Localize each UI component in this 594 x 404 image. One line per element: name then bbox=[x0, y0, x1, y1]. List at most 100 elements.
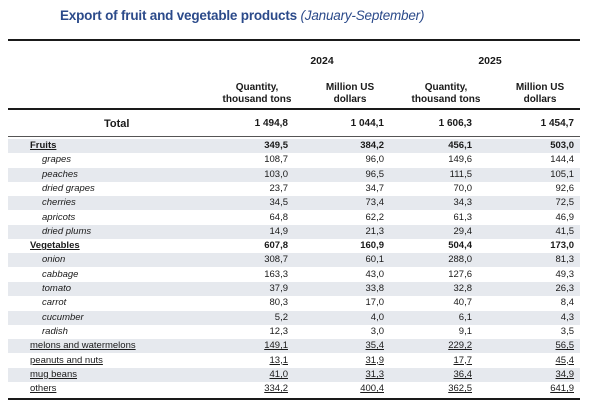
cell-usd-2024: 43,0 bbox=[365, 268, 385, 280]
table-row: melons and watermelons 149,1 35,4 229,2 56,5 bbox=[8, 339, 580, 354]
cell-quantity-2025: 29,4 bbox=[453, 225, 473, 237]
cell-quantity-2025: 34,3 bbox=[453, 197, 473, 209]
cell-quantity-2025: 61,3 bbox=[453, 211, 473, 223]
row-label: cherries bbox=[42, 197, 76, 209]
row-label: radish bbox=[42, 325, 68, 337]
cell-usd-2024: 3,0 bbox=[370, 325, 384, 337]
cell-usd-2024: 384,2 bbox=[360, 140, 384, 151]
column-header-quantity-2024: Quantity, thousand tons bbox=[212, 82, 302, 106]
cell-usd-2025: 503,0 bbox=[550, 140, 574, 151]
cell-usd-2024: 60,1 bbox=[365, 254, 385, 266]
cell-quantity-2024: 308,7 bbox=[264, 254, 288, 266]
table-row: grapes 108,7 96,0 149,6 144,4 bbox=[8, 153, 580, 167]
column-header-line: Million US bbox=[515, 82, 565, 93]
table-row: cucumber 5,2 4,0 6,1 4,3 bbox=[8, 310, 580, 325]
cell-quantity-2025: 6,1 bbox=[458, 311, 472, 323]
table-row: peaches 103,0 96,5 111,5 105,1 bbox=[8, 167, 580, 182]
bottom-rule bbox=[8, 398, 580, 400]
table-row: others 334,2 400,4 362,5 641,9 bbox=[8, 382, 580, 396]
row-label: melons and watermelons bbox=[30, 340, 136, 352]
row-label: peanuts and nuts bbox=[30, 354, 103, 366]
cell-quantity-2025: 40,7 bbox=[453, 297, 473, 309]
total-label: Total bbox=[104, 118, 130, 130]
cell-quantity-2024: 14,9 bbox=[269, 225, 289, 237]
cell-quantity-2025: 504,4 bbox=[448, 240, 472, 252]
cell-usd-2024: 96,5 bbox=[365, 168, 385, 180]
table-row: cherries 34,5 73,4 34,3 72,5 bbox=[8, 196, 580, 211]
row-label: cabbage bbox=[42, 268, 79, 280]
column-header-quantity-2025: Quantity, thousand tons bbox=[400, 82, 492, 106]
cell-quantity-2024: 163,3 bbox=[264, 268, 288, 280]
table-row: dried grapes 23,7 34,7 70,0 92,6 bbox=[8, 182, 580, 196]
cell-quantity-2024: 607,8 bbox=[264, 240, 288, 252]
cell-usd-2024: 62,2 bbox=[365, 211, 385, 223]
cell-usd-2024: 31,3 bbox=[365, 368, 385, 380]
table-row: mug beans 41,0 31,3 36,4 34,9 bbox=[8, 367, 580, 382]
cell-usd-2024: 96,0 bbox=[365, 154, 385, 166]
cell-quantity-2025: 17,7 bbox=[453, 354, 473, 366]
total-row: Total 1 494,8 1 044,1 1 606,3 1 454,7 bbox=[8, 117, 580, 131]
cell-quantity-2025: 127,6 bbox=[448, 268, 472, 280]
cell-usd-2025: 92,6 bbox=[555, 182, 575, 194]
table-row: onion 308,7 60,1 288,0 81,3 bbox=[8, 253, 580, 268]
cell-usd-2025: 144,4 bbox=[550, 154, 574, 166]
column-header-line: dollars bbox=[333, 94, 367, 105]
cell-quantity-2024: 23,7 bbox=[269, 182, 289, 194]
cell-usd-2025: 173,0 bbox=[550, 240, 574, 252]
cell-quantity-2024: 103,0 bbox=[264, 168, 288, 180]
cell-usd-2025: 46,9 bbox=[555, 211, 575, 223]
cell-quantity-2025: 456,1 bbox=[448, 140, 472, 151]
cell-usd-2024: 73,4 bbox=[365, 197, 385, 209]
row-label: others bbox=[30, 383, 57, 395]
cell-quantity-2025: 288,0 bbox=[448, 254, 472, 266]
cell-usd-2025: 34,9 bbox=[555, 368, 575, 380]
total-quantity-2025: 1 606,3 bbox=[438, 118, 472, 129]
row-label: cucumber bbox=[42, 311, 84, 323]
row-label: Fruits bbox=[30, 140, 57, 151]
cell-quantity-2025: 149,6 bbox=[448, 154, 472, 166]
cell-quantity-2025: 36,4 bbox=[453, 368, 473, 380]
cell-usd-2025: 4,3 bbox=[560, 311, 574, 323]
row-label: dried grapes bbox=[42, 182, 95, 194]
cell-usd-2025: 45,4 bbox=[555, 354, 575, 366]
row-label: onion bbox=[42, 254, 66, 266]
cell-quantity-2024: 12,3 bbox=[269, 325, 289, 337]
table-row: carrot 80,3 17,0 40,7 8,4 bbox=[8, 296, 580, 310]
cell-usd-2024: 21,3 bbox=[365, 225, 385, 237]
cell-quantity-2024: 13,1 bbox=[269, 354, 289, 366]
cell-quantity-2025: 362,5 bbox=[448, 383, 472, 395]
table-row: tomato 37,9 33,8 32,8 26,3 bbox=[8, 282, 580, 296]
table-row: peanuts and nuts 13,1 31,9 17,7 45,4 bbox=[8, 354, 580, 368]
row-label: tomato bbox=[42, 283, 72, 294]
column-header-line: Million US bbox=[325, 82, 375, 93]
year-header-2025: 2025 bbox=[478, 55, 502, 67]
cell-usd-2025: 72,5 bbox=[555, 197, 575, 209]
cell-quantity-2025: 32,8 bbox=[453, 283, 473, 294]
total-usd-2025: 1 454,7 bbox=[540, 118, 574, 129]
cell-usd-2025: 49,3 bbox=[555, 268, 575, 280]
cell-quantity-2024: 5,2 bbox=[274, 311, 288, 323]
row-label: mug beans bbox=[30, 368, 78, 380]
row-label: apricots bbox=[42, 211, 76, 223]
category-row: Fruits 349,5 384,2 456,1 503,0 bbox=[8, 139, 580, 153]
column-header-usd-2025: Million US dollars bbox=[500, 82, 580, 106]
top-rule bbox=[8, 39, 580, 41]
cell-usd-2025: 56,5 bbox=[555, 340, 575, 352]
cell-usd-2025: 8,4 bbox=[560, 297, 574, 309]
column-header-line: thousand tons bbox=[411, 94, 481, 105]
row-label: carrot bbox=[42, 297, 67, 309]
cell-quantity-2024: 41,0 bbox=[269, 368, 289, 380]
title-main: Export of fruit and vegetable products bbox=[60, 8, 297, 23]
cell-usd-2025: 81,3 bbox=[555, 254, 575, 266]
cell-quantity-2025: 229,2 bbox=[448, 340, 472, 352]
cell-quantity-2025: 9,1 bbox=[458, 325, 472, 337]
column-header-line: thousand tons bbox=[222, 94, 292, 105]
cell-quantity-2024: 34,5 bbox=[269, 197, 289, 209]
table-row: cabbage 163,3 43,0 127,6 49,3 bbox=[8, 268, 580, 282]
cell-quantity-2025: 70,0 bbox=[453, 182, 473, 194]
row-label: Vegetables bbox=[30, 240, 80, 252]
row-label: dried plums bbox=[42, 225, 92, 237]
column-header-line: Quantity, bbox=[235, 82, 279, 93]
header-rule bbox=[8, 108, 580, 110]
cell-quantity-2024: 37,9 bbox=[269, 283, 289, 294]
